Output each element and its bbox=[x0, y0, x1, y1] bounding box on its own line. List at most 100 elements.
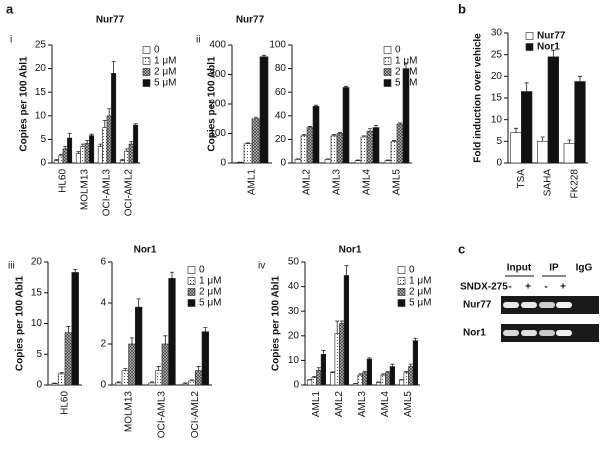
error-bar bbox=[183, 382, 188, 384]
bar bbox=[396, 123, 404, 164]
gel-sign: - bbox=[508, 282, 511, 293]
panel-label: a bbox=[6, 1, 14, 16]
x-tick-label: TSA bbox=[516, 169, 527, 189]
y-tick-label: 400 bbox=[209, 40, 226, 51]
error-bar bbox=[203, 327, 208, 332]
bar bbox=[306, 127, 314, 164]
x-tick-label: AML5 bbox=[403, 391, 414, 418]
bar bbox=[106, 115, 112, 164]
error-bar bbox=[116, 381, 121, 383]
chart: Nor1 Copies per 100 Abl1 0 10 20 30 40 50 AML1 AM… bbox=[271, 245, 432, 417]
y-tick-label: 5 bbox=[40, 134, 46, 145]
bar bbox=[510, 132, 522, 164]
gel-row: Nor1 bbox=[463, 328, 486, 339]
band bbox=[521, 302, 537, 308]
error-bar bbox=[296, 158, 300, 160]
gel-sign: - bbox=[544, 282, 547, 293]
x-tick-label: AML3 bbox=[357, 391, 368, 418]
legend-swatch bbox=[142, 68, 151, 76]
x-tick-label: FK228 bbox=[569, 169, 580, 199]
y-tick-label: 100 bbox=[209, 128, 226, 139]
legend-label: 5 μM bbox=[395, 78, 417, 89]
bar bbox=[343, 275, 350, 386]
y-tick-label: 0 bbox=[40, 158, 46, 169]
error-bar bbox=[367, 357, 372, 360]
y-tick-label: 5 bbox=[36, 349, 42, 360]
bar bbox=[128, 343, 136, 386]
error-bar bbox=[59, 372, 64, 374]
bar bbox=[408, 366, 414, 386]
error-bar bbox=[385, 371, 390, 373]
bar bbox=[521, 91, 533, 164]
x-tick-label: AML4 bbox=[380, 391, 391, 418]
legend-label: 1 μM bbox=[154, 56, 176, 67]
bar bbox=[84, 142, 90, 164]
y-tick-label: 6 bbox=[100, 257, 106, 268]
y-axis-label: Copies per 100 Abl1 bbox=[19, 56, 30, 152]
error-bar bbox=[123, 368, 128, 371]
y-tick-label: 80 bbox=[275, 63, 287, 74]
y-tick-label: 10 bbox=[288, 355, 300, 366]
bar bbox=[58, 155, 64, 164]
bar bbox=[398, 379, 405, 386]
error-bar bbox=[124, 148, 129, 152]
legend-swatch bbox=[397, 266, 406, 274]
legend-label: 0 bbox=[154, 45, 160, 56]
bar bbox=[243, 143, 253, 164]
band bbox=[556, 330, 572, 336]
x-tick-label: OCI-AML2 bbox=[190, 391, 201, 439]
legend-swatch bbox=[142, 79, 151, 87]
error-bar bbox=[67, 132, 72, 138]
bar bbox=[181, 383, 189, 386]
y-tick-label: 30 bbox=[288, 306, 300, 317]
x-tick-label: HL60 bbox=[60, 391, 71, 415]
bar bbox=[67, 137, 73, 164]
x-tick-label: OCI-AML3 bbox=[157, 391, 168, 439]
bar bbox=[324, 159, 332, 164]
error-bar bbox=[98, 143, 103, 147]
error-bar bbox=[330, 371, 335, 373]
error-bar bbox=[76, 151, 81, 154]
chart-title: Nor1 bbox=[134, 245, 157, 256]
legend-label: 2 μM bbox=[199, 287, 221, 298]
bar bbox=[357, 374, 363, 386]
bar bbox=[294, 159, 302, 164]
error-bar bbox=[130, 337, 134, 344]
x-tick-label: AML5 bbox=[392, 169, 403, 196]
bar bbox=[53, 160, 59, 164]
chart: Fold induction over vehicle 0 5 10 15 20 25 30 T… bbox=[473, 28, 588, 199]
x-tick-label: MOLM13 bbox=[123, 391, 134, 433]
y-tick-label: 0 bbox=[293, 380, 299, 391]
bar bbox=[385, 372, 391, 386]
y-tick-label: 15 bbox=[31, 287, 43, 298]
error-bar bbox=[540, 136, 545, 142]
x-tick-label: HL60 bbox=[58, 169, 69, 193]
y-tick-label: 4 bbox=[100, 298, 106, 309]
error-bar bbox=[362, 371, 367, 373]
error-bar bbox=[404, 63, 408, 69]
bar bbox=[354, 160, 362, 164]
legend-swatch bbox=[525, 43, 534, 51]
error-bar bbox=[156, 366, 161, 371]
gel-sign: + bbox=[560, 282, 566, 293]
legend-swatch bbox=[397, 288, 406, 296]
legend-label: 5 μM bbox=[409, 298, 431, 309]
error-bar bbox=[326, 158, 330, 160]
error-bar bbox=[551, 49, 556, 57]
bar bbox=[380, 374, 386, 386]
y-tick-label: 20 bbox=[288, 330, 300, 341]
bar bbox=[390, 141, 398, 164]
bar bbox=[537, 141, 549, 164]
legend-label: 2 μM bbox=[395, 67, 417, 78]
bar bbox=[188, 380, 196, 386]
gel-treatment: SNDX-275 bbox=[460, 282, 508, 293]
bar bbox=[64, 332, 73, 386]
legend-label: 0 bbox=[199, 265, 205, 276]
error-bar bbox=[312, 375, 317, 378]
x-tick-label: AML3 bbox=[332, 169, 343, 196]
error-bar bbox=[381, 373, 386, 376]
y-axis-label: Copies per 100 Abl1 bbox=[271, 275, 282, 371]
legend-label: 1 μM bbox=[199, 276, 221, 287]
bar bbox=[372, 127, 380, 164]
legend-swatch bbox=[187, 288, 196, 296]
